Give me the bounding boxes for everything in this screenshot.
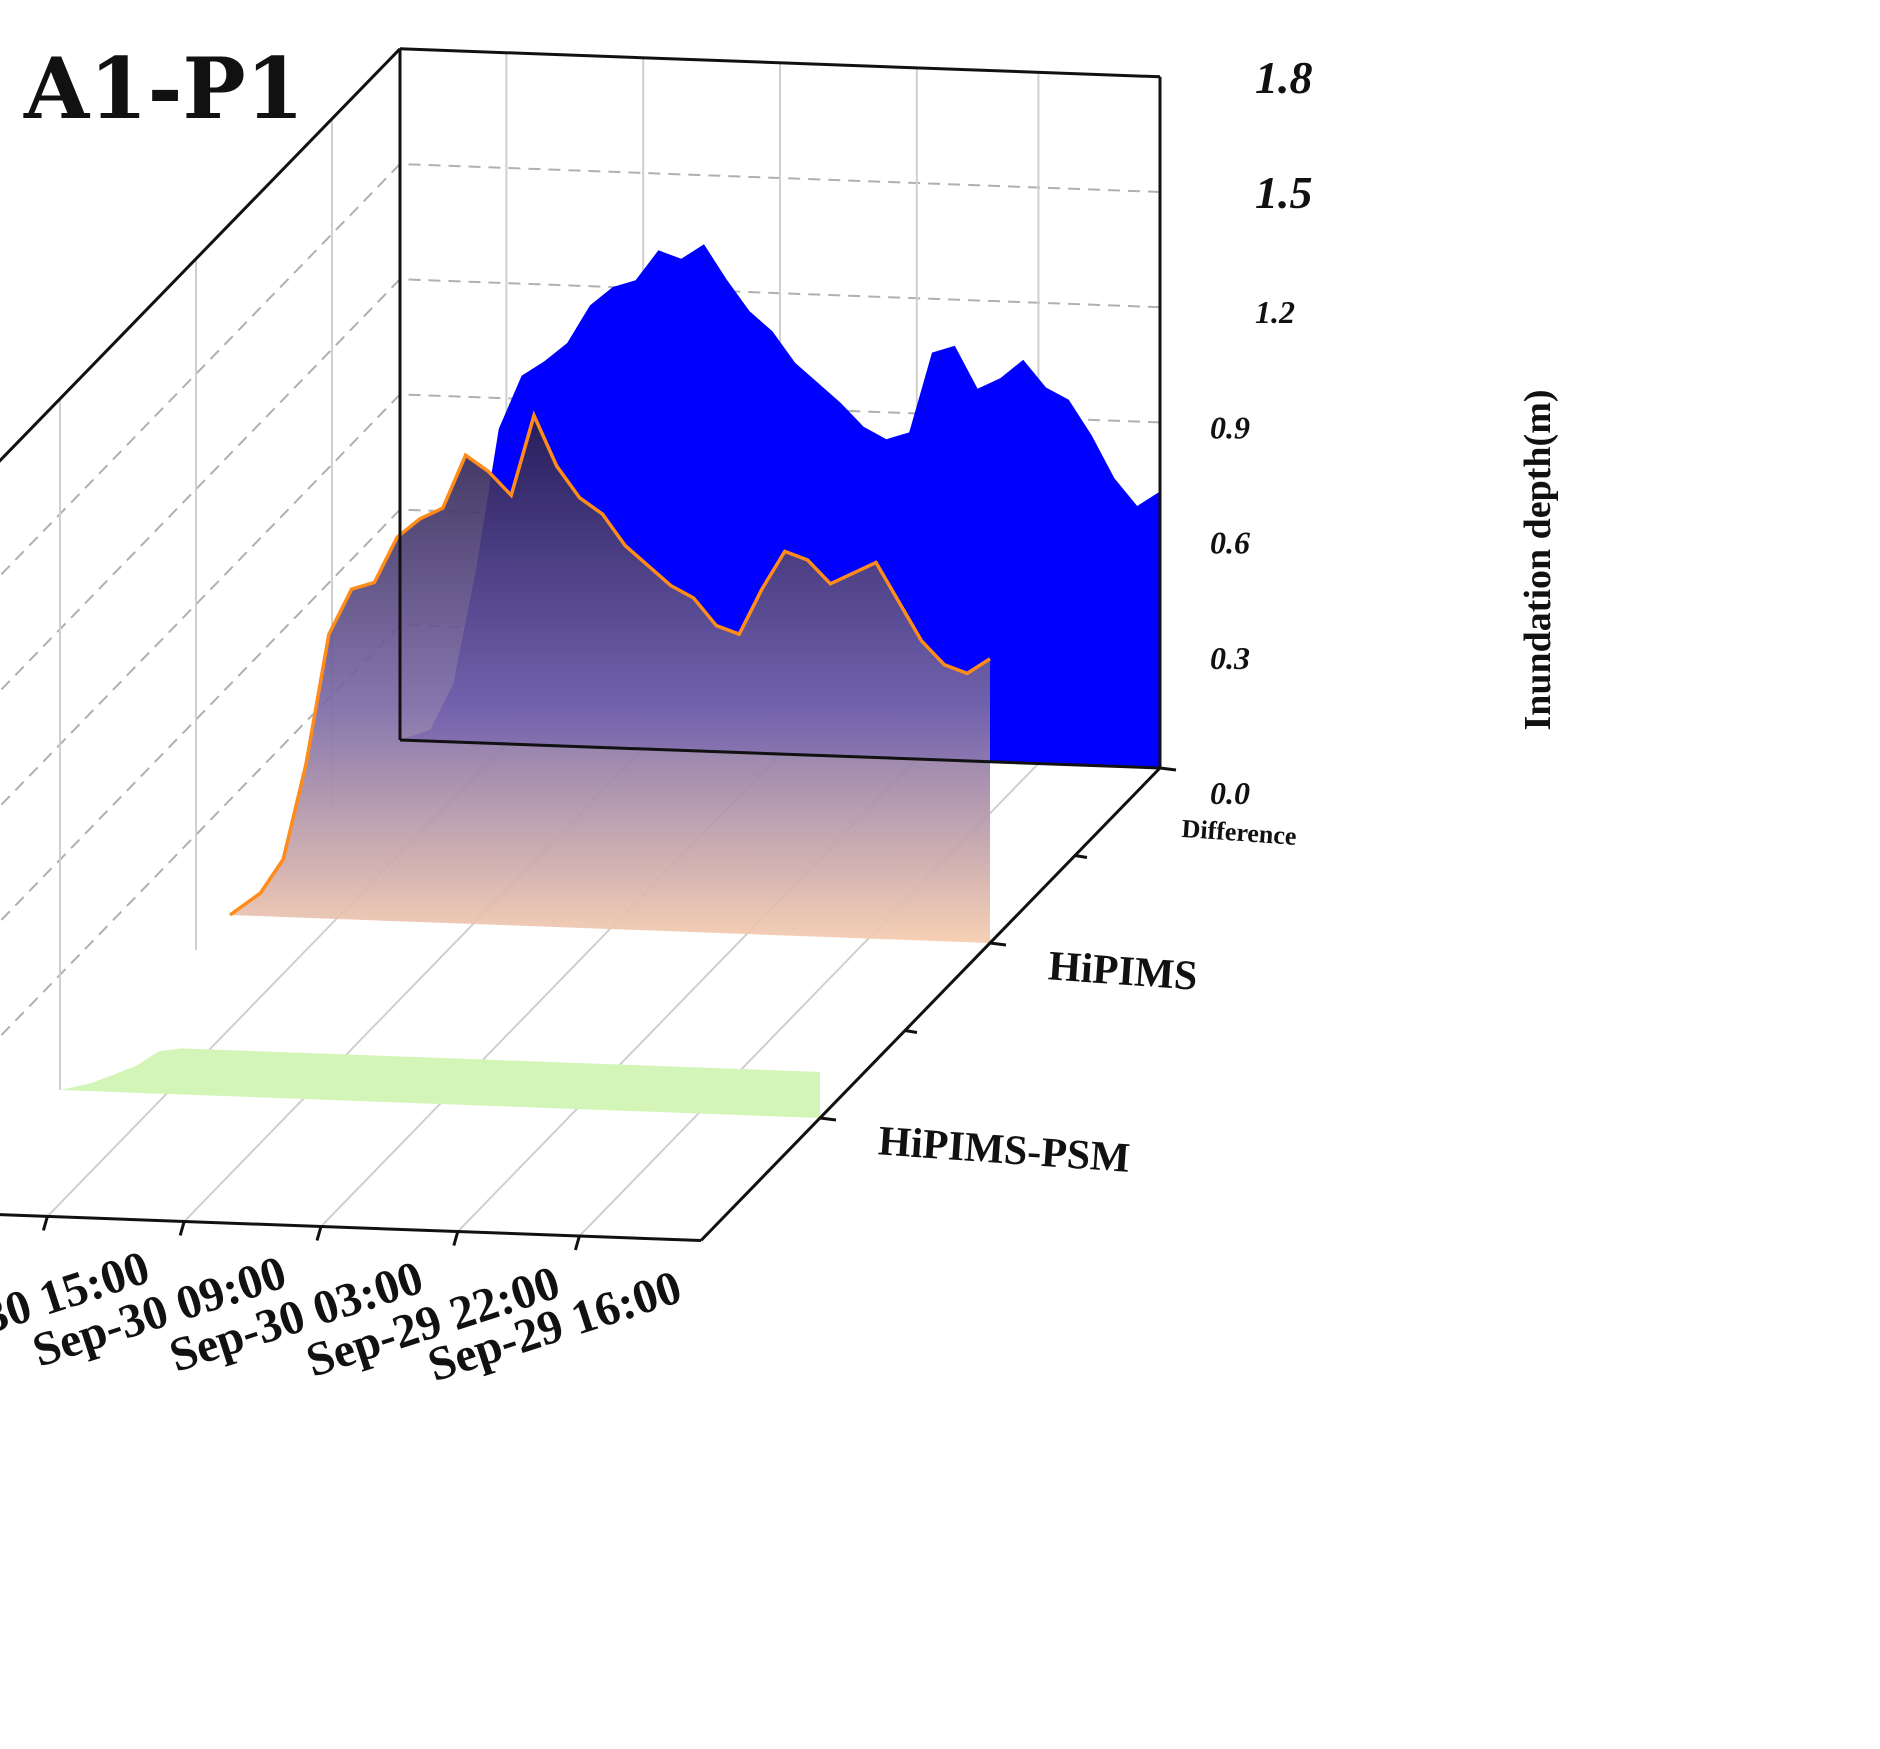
depth-tick: [1159, 766, 1177, 772]
axes: [0, 47, 1177, 1251]
grid-line-side-y: [0, 508, 401, 923]
box-edge: [399, 738, 1161, 770]
x-tick: [315, 1226, 323, 1241]
x-tick: [178, 1221, 186, 1236]
y-tick-label: 0.3: [1210, 640, 1250, 676]
panel-label: A1-P1: [23, 39, 304, 138]
x-tick: [452, 1231, 460, 1246]
y-axis-title: Inundation depth(m): [1517, 389, 1559, 730]
y-tick-label: 1.8: [1255, 52, 1313, 103]
depth-label-hipims: HiPIMS: [1047, 943, 1199, 999]
y-tick-label: 0.9: [1210, 409, 1250, 445]
box-edge: [0, 1213, 702, 1242]
series-line-hipims: [228, 410, 991, 917]
series-area-hipims: [230, 415, 990, 943]
grid-line-side-y: [0, 278, 401, 693]
depth-label-difference: Difference: [1181, 814, 1298, 851]
y-tick-label: 1.2: [1255, 294, 1295, 330]
box-edge: [0, 47, 402, 463]
y-tick-label: 0.0: [1210, 775, 1250, 811]
x-tick: [573, 1235, 581, 1251]
depth-minor-tick: [904, 1029, 918, 1034]
depth-label-hipims-psm: HiPIMS-PSM: [877, 1118, 1132, 1181]
y-tick-label: 1.5: [1255, 167, 1313, 218]
depth-tick: [989, 941, 1007, 947]
grid-line-side-y: [0, 393, 401, 808]
series-area-hipims-psm: [60, 1048, 820, 1118]
depth-minor-tick: [1074, 854, 1088, 859]
depth-tick: [819, 1116, 837, 1122]
series-areas: [60, 244, 1160, 1118]
box-edge: [399, 47, 1161, 79]
grid-line-side-y: [0, 163, 401, 578]
box-edge: [699, 766, 1162, 1242]
y-tick-label: 0.6: [1210, 525, 1250, 561]
x-tick: [41, 1216, 49, 1231]
